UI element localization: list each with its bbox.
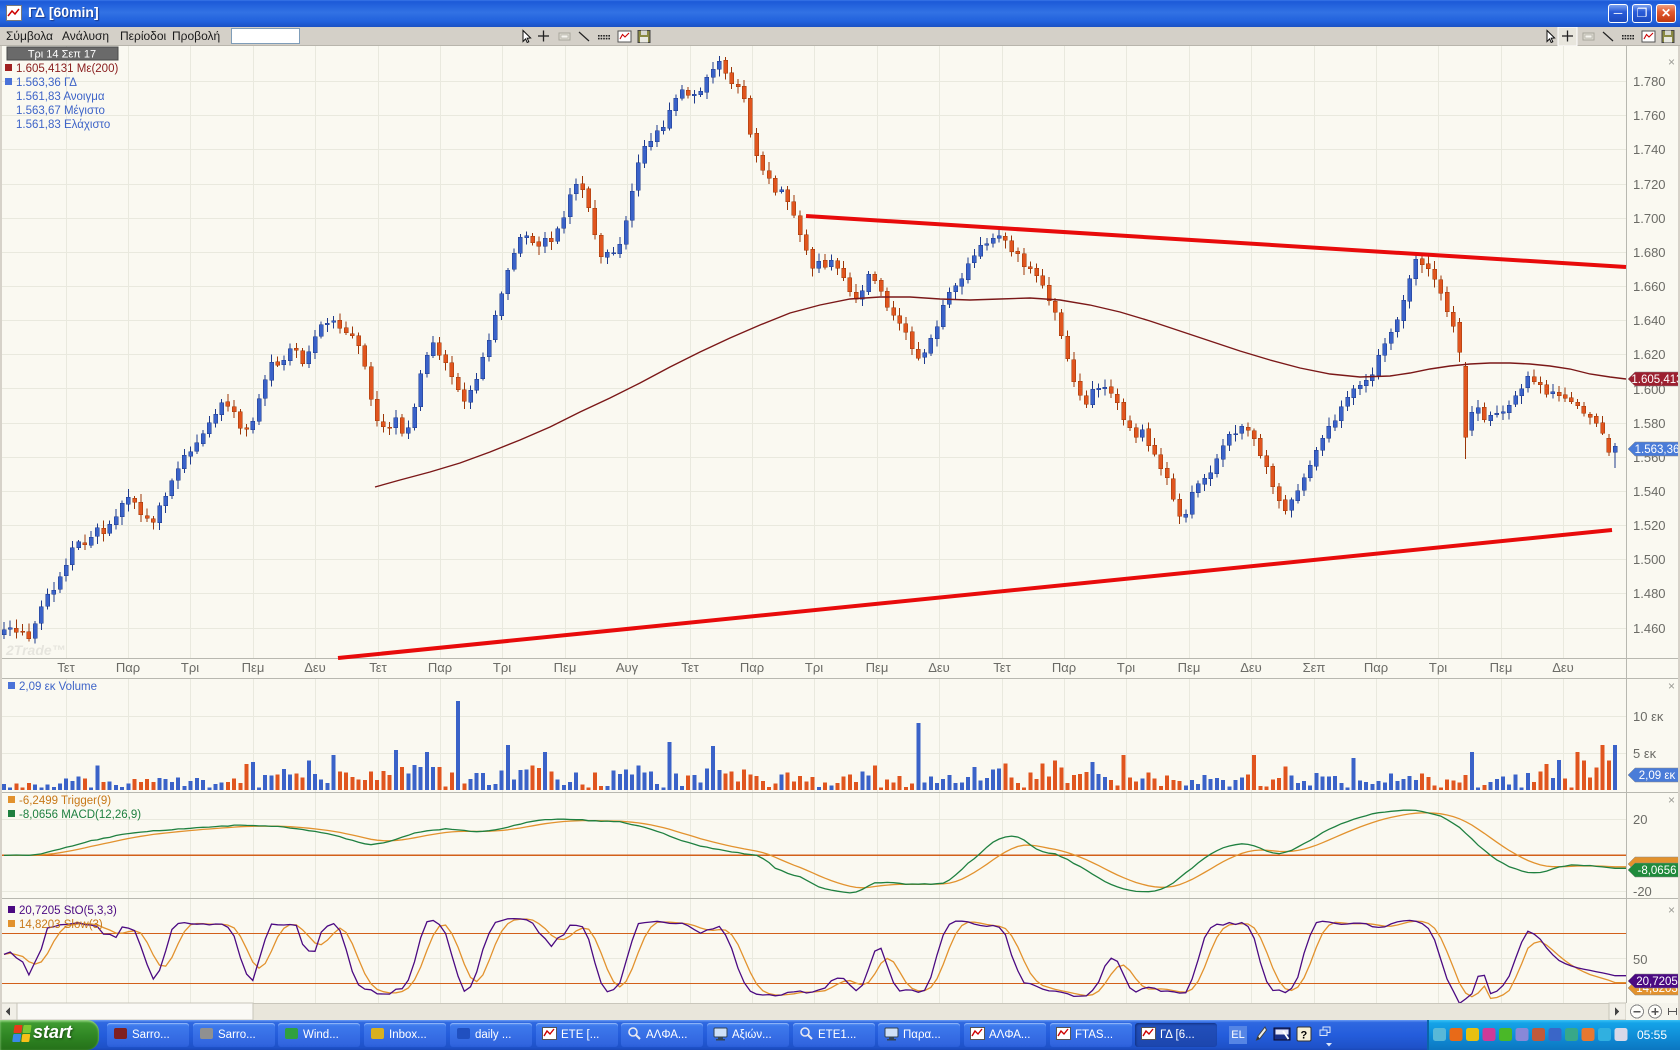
svg-text:Παρ: Παρ (116, 660, 140, 675)
svg-text:Τρι: Τρι (493, 660, 511, 675)
svg-text:?: ? (1301, 1030, 1308, 1042)
svg-text:Αυγ: Αυγ (616, 660, 639, 675)
svg-text:5 εκ: 5 εκ (1633, 746, 1657, 761)
svg-text:Τρι: Τρι (181, 660, 199, 675)
svg-text:1.561,83 Ελάχιστο: 1.561,83 Ελάχιστο (16, 119, 110, 131)
svg-text:1.640: 1.640 (1633, 313, 1666, 328)
svg-text:1.680: 1.680 (1633, 245, 1666, 260)
svg-text:Δευ: Δευ (1240, 660, 1262, 675)
svg-text:Τρι 14 Σεπ 17: Τρι 14 Σεπ 17 (28, 49, 96, 61)
svg-text:Πεμ: Πεμ (1178, 660, 1201, 675)
svg-text:2Trade™: 2Trade™ (5, 642, 66, 658)
svg-text:Δευ: Δευ (304, 660, 326, 675)
svg-text:1.760: 1.760 (1633, 108, 1666, 123)
svg-text:-6,2499 Trigger(9): -6,2499 Trigger(9) (19, 795, 111, 807)
svg-text:Σεπ: Σεπ (1303, 660, 1326, 675)
svg-text:14,8203 Slow(3): 14,8203 Slow(3) (19, 919, 103, 931)
svg-text:2,09 εκ: 2,09 εκ (1639, 770, 1676, 782)
svg-text:Πεμ: Πεμ (242, 660, 265, 675)
svg-text:1.605,4131 Με(200): 1.605,4131 Με(200) (16, 63, 118, 75)
svg-text:1.700: 1.700 (1633, 211, 1666, 226)
svg-text:1.740: 1.740 (1633, 142, 1666, 157)
svg-text:1.520: 1.520 (1633, 518, 1666, 533)
svg-text:1.660: 1.660 (1633, 279, 1666, 294)
svg-text:20,7205 StO(5,3,3): 20,7205 StO(5,3,3) (19, 905, 117, 917)
svg-text:Τετ: Τετ (993, 660, 1011, 675)
svg-text:-8,0656: -8,0656 (1637, 865, 1676, 877)
svg-text:Τετ: Τετ (681, 660, 699, 675)
svg-text:Πεμ: Πεμ (554, 660, 577, 675)
svg-text:Παρ: Παρ (740, 660, 764, 675)
svg-text:1.563,36 ΓΔ: 1.563,36 ΓΔ (16, 77, 77, 89)
svg-text:1.563,36: 1.563,36 (1635, 444, 1680, 456)
svg-text:50: 50 (1633, 952, 1647, 967)
svg-text:×: × (1668, 903, 1675, 917)
svg-text:Τρι: Τρι (1429, 660, 1447, 675)
svg-text:2,09 εκ Volume: 2,09 εκ Volume (19, 681, 97, 693)
svg-text:Πεμ: Πεμ (1490, 660, 1513, 675)
svg-text:×: × (1668, 55, 1675, 69)
svg-text:Δευ: Δευ (928, 660, 950, 675)
svg-text:1.780: 1.780 (1633, 74, 1666, 89)
svg-text:1.580: 1.580 (1633, 416, 1666, 431)
svg-text:20: 20 (1633, 812, 1647, 827)
svg-text:10 εκ: 10 εκ (1633, 709, 1664, 724)
svg-text:Τετ: Τετ (369, 660, 387, 675)
svg-text:1.563,67 Μέγιστο: 1.563,67 Μέγιστο (16, 105, 105, 117)
svg-text:×: × (1668, 793, 1675, 807)
svg-text:1.620: 1.620 (1633, 347, 1666, 362)
svg-text:-8,0656 MACD(12,26,9): -8,0656 MACD(12,26,9) (19, 809, 141, 821)
svg-text:20,7205: 20,7205 (1636, 976, 1678, 988)
svg-text:Πεμ: Πεμ (866, 660, 889, 675)
svg-text:Τρι: Τρι (1117, 660, 1135, 675)
svg-text:1.480: 1.480 (1633, 586, 1666, 601)
svg-text:Παρ: Παρ (1052, 660, 1076, 675)
svg-text:1.720: 1.720 (1633, 177, 1666, 192)
svg-text:-20: -20 (1633, 884, 1652, 899)
svg-text:1.500: 1.500 (1633, 552, 1666, 567)
svg-text:Τετ: Τετ (57, 660, 75, 675)
svg-text:1.561,83 Ανοιγμα: 1.561,83 Ανοιγμα (16, 91, 105, 103)
svg-text:Παρ: Παρ (428, 660, 452, 675)
svg-text:1.605,413: 1.605,413 (1631, 374, 1680, 386)
svg-text:Τρι: Τρι (805, 660, 823, 675)
svg-text:1.460: 1.460 (1633, 621, 1666, 636)
svg-text:1.540: 1.540 (1633, 484, 1666, 499)
svg-text:Παρ: Παρ (1364, 660, 1388, 675)
svg-text:×: × (1668, 679, 1675, 693)
svg-text:Δευ: Δευ (1552, 660, 1574, 675)
